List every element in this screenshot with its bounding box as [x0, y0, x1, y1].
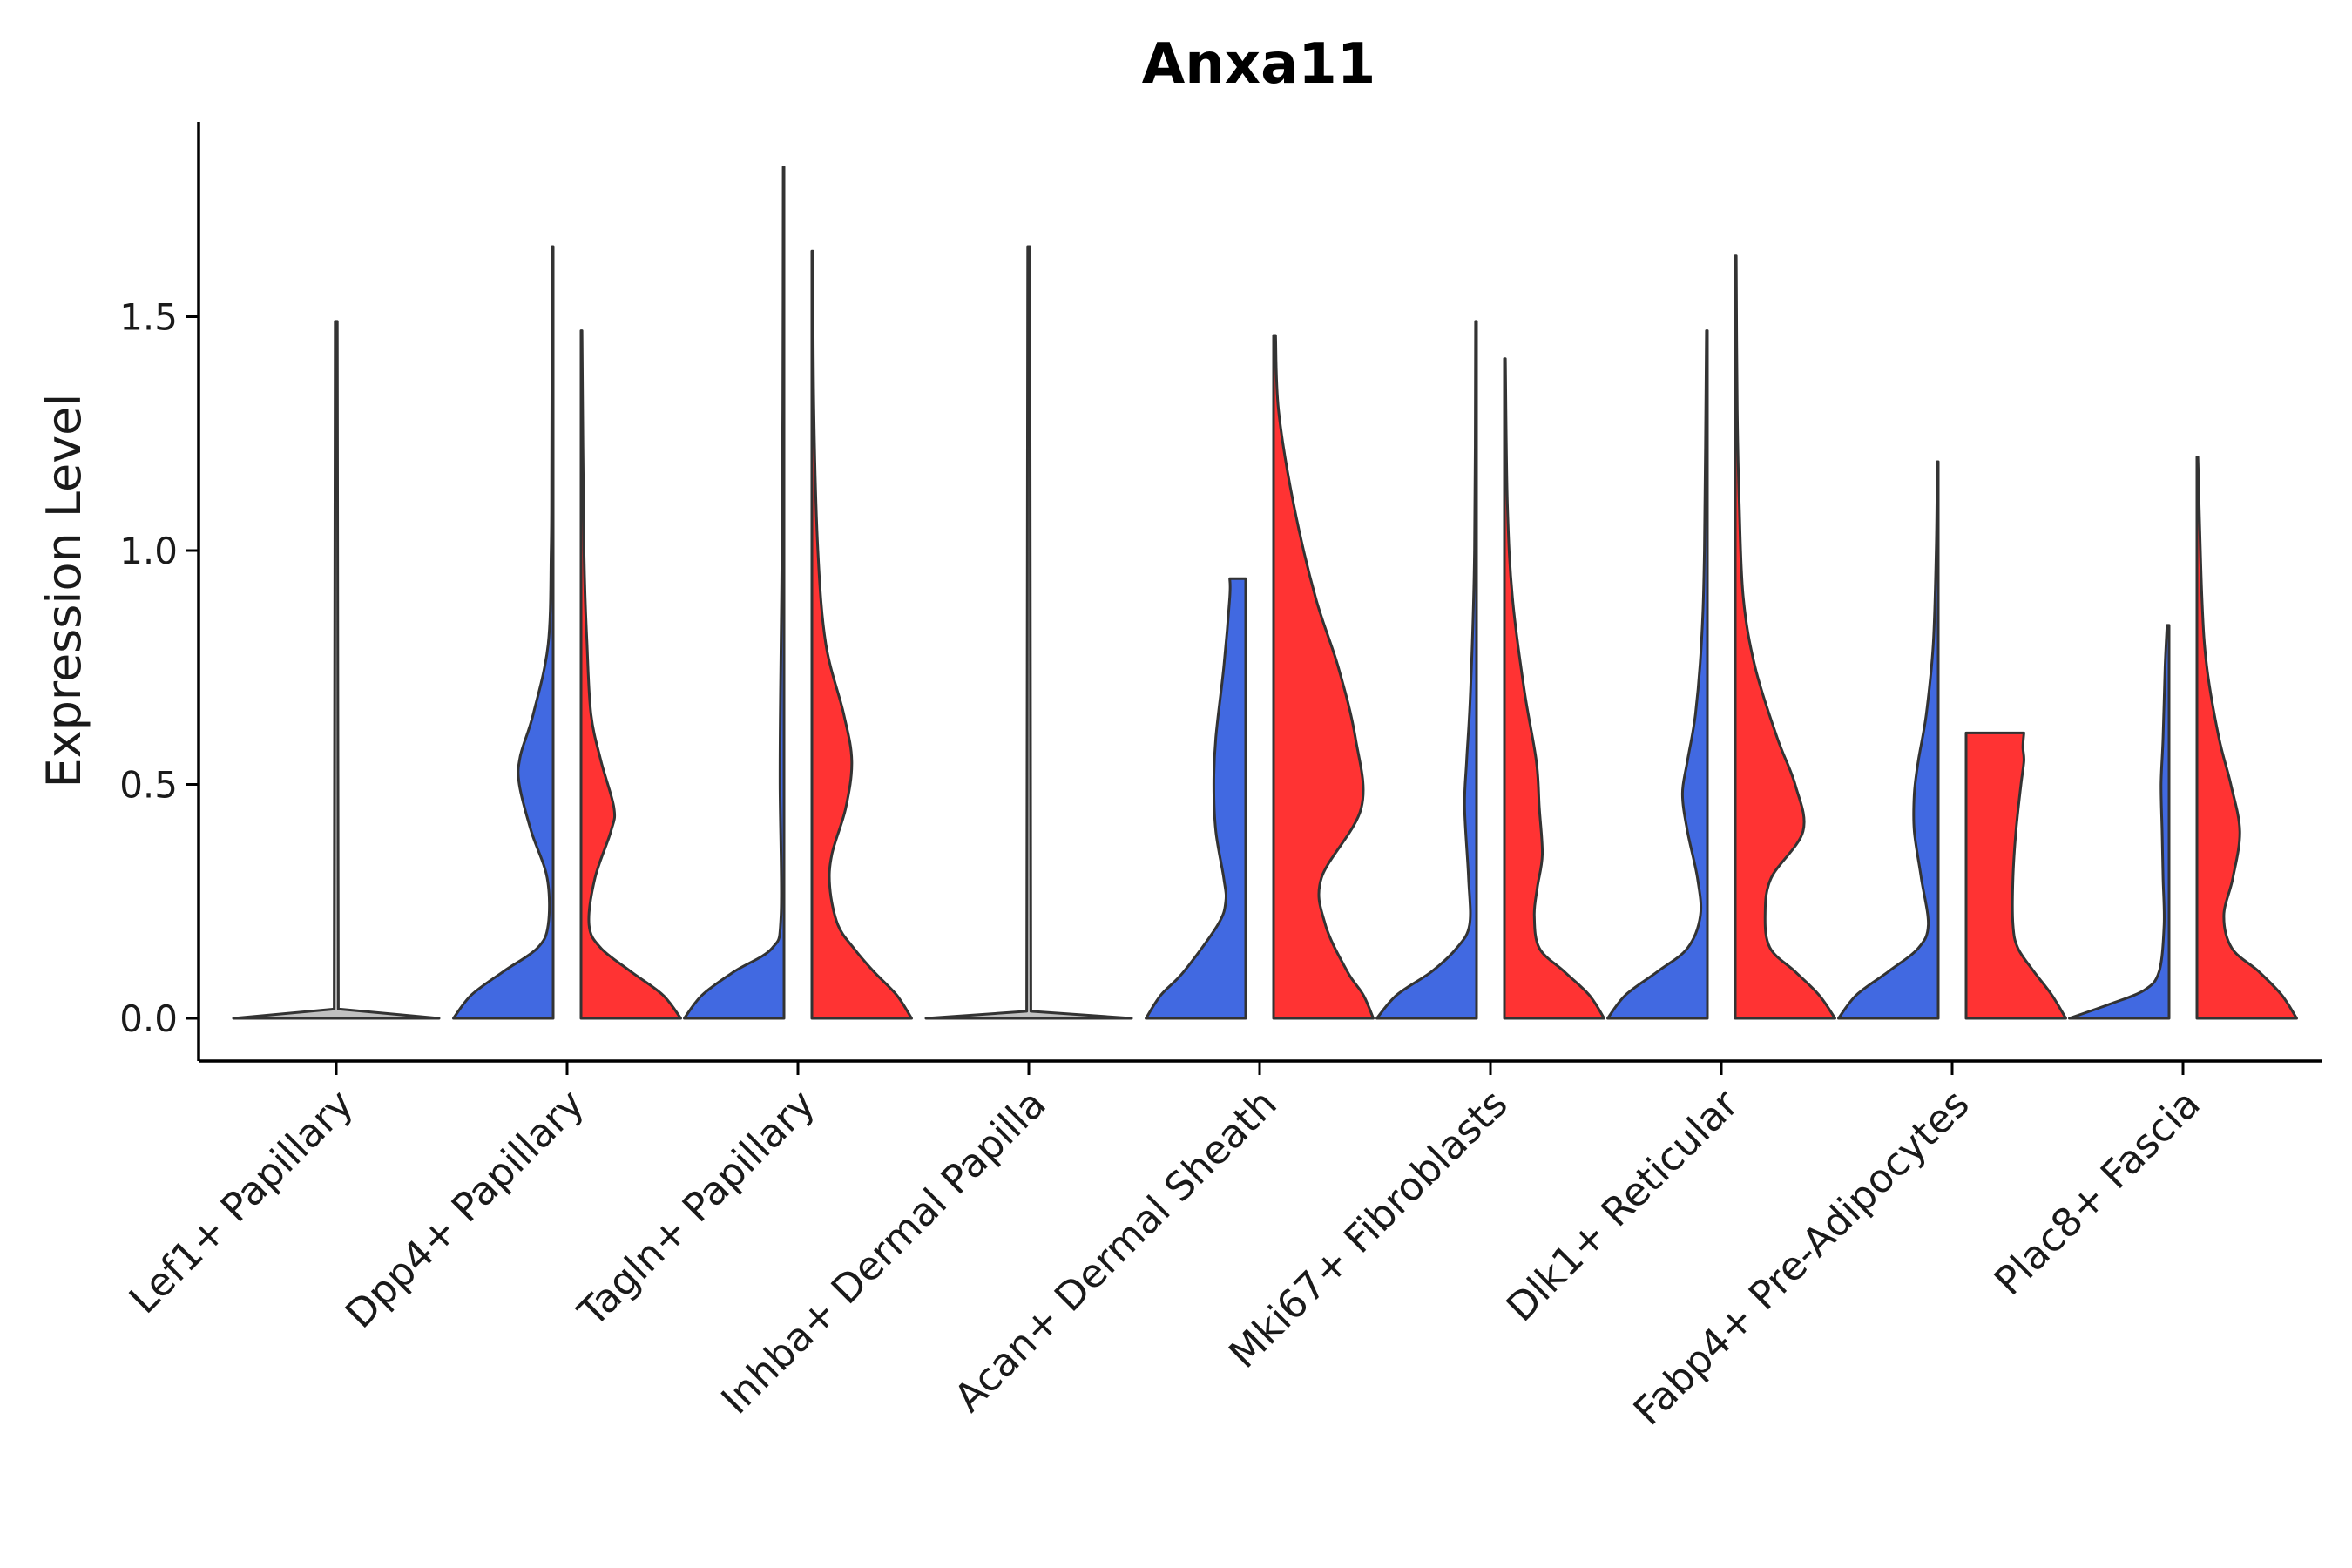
violin-blue — [452, 245, 555, 1020]
violin-blue — [1145, 577, 1247, 1020]
y-axis-label: Expression Level — [37, 394, 91, 788]
violin-flat — [232, 320, 441, 1020]
y-ticks: 0.0 0.5 1.0 1.5 — [119, 296, 199, 1040]
x-tick-label: Lef1+ Papillary — [120, 1080, 362, 1322]
x-tick-label: Dpp4+ Papillary — [336, 1080, 593, 1337]
violin-red — [1272, 334, 1375, 1020]
x-tick-label: Plac8+ Fascia — [1985, 1080, 2209, 1304]
violin-blue — [2068, 624, 2171, 1020]
x-tick-label: Tagln+ Papillary — [569, 1080, 824, 1335]
violin-blue — [1837, 460, 1940, 1020]
violin-blue — [1606, 329, 1709, 1020]
violin-blue — [1375, 320, 1478, 1020]
y-tick-label: 1.0 — [119, 530, 178, 572]
x-tick-label: Dlk1+ Reticular — [1497, 1080, 1747, 1330]
violin-red — [2195, 456, 2298, 1020]
violin-red — [1964, 731, 2067, 1020]
y-tick-label: 0.5 — [119, 764, 178, 807]
violin-blue — [683, 166, 786, 1020]
y-tick-label: 1.5 — [119, 296, 178, 339]
violin-red — [1734, 254, 1836, 1020]
violins-layer — [232, 166, 2298, 1020]
chart-title: Anxa11 — [1142, 32, 1376, 97]
violin-red — [1503, 357, 1605, 1020]
violin-red — [810, 249, 913, 1020]
y-tick-label: 0.0 — [119, 997, 178, 1040]
violin-red — [579, 329, 682, 1020]
violin-flat — [924, 245, 1133, 1020]
